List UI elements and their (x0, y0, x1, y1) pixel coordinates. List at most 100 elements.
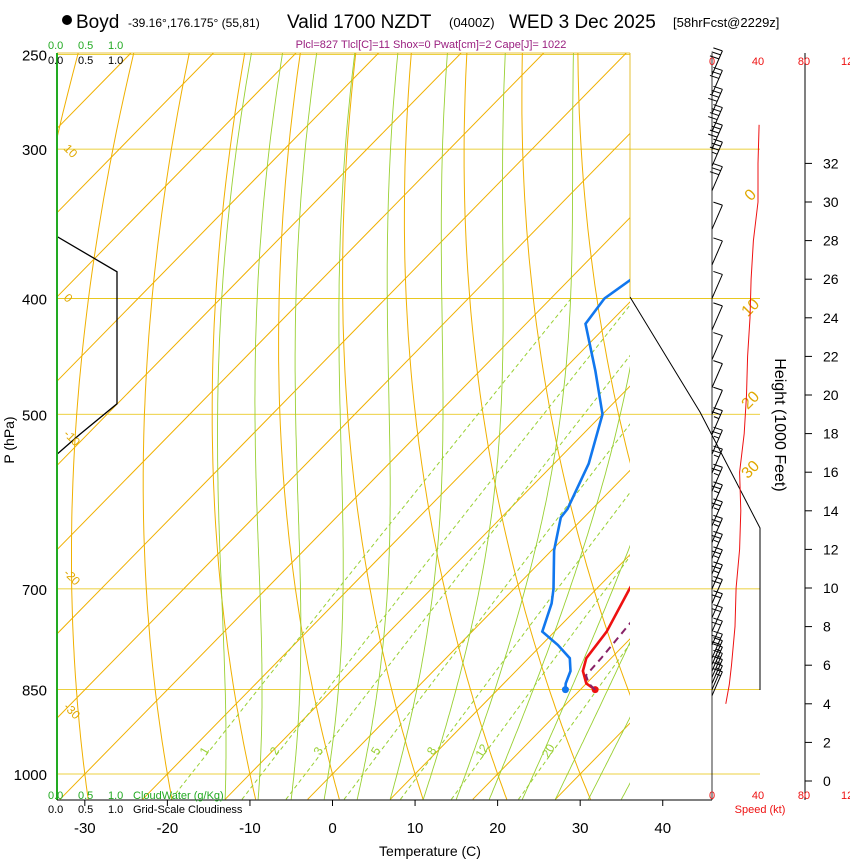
isotherm-label: 30 (739, 458, 764, 483)
x-tick-label: -10 (239, 820, 261, 837)
wind-barb (708, 121, 723, 150)
valid-utc: (0400Z) (449, 15, 495, 30)
mixing-ratio-label: 12 (473, 741, 492, 760)
valid-date: WED 3 Dec 2025 (509, 12, 656, 33)
height-tick-label: 2 (823, 734, 831, 750)
x-tick-label: 20 (489, 820, 506, 837)
moist-adiabat-line (254, 53, 284, 800)
isotherm-line (57, 132, 630, 719)
height-tick-label: 28 (823, 233, 839, 249)
wind-barb (711, 481, 723, 510)
mixing-ratio-line (343, 423, 630, 800)
wind-barb (711, 530, 723, 559)
wind-speed-profile (725, 124, 760, 704)
wind-barb (709, 47, 723, 76)
right-panel (629, 53, 806, 800)
mixing-ratio-label: 5 (368, 744, 384, 757)
x-axis-label: Temperature (C) (379, 843, 481, 859)
surface-dot-dewpoint (561, 686, 569, 694)
dry-adiabat-label: -30 (61, 700, 83, 722)
moist-adiabat-line (290, 53, 318, 800)
isotherm-line (57, 53, 297, 298)
height-tick-label: 26 (823, 271, 839, 287)
plot-frame (56, 52, 712, 801)
mixing-ratio-line (518, 643, 630, 800)
station-coords: -39.16°,176.175° (55,81) (128, 16, 260, 30)
height-tick-label: 22 (823, 348, 839, 364)
dry-adiabat-line (278, 53, 340, 800)
mixing-ratio-line (170, 298, 572, 800)
pressure-tick-label: 250 (22, 48, 47, 65)
y-axis-label: P (hPa) (1, 416, 17, 463)
run-info: [58hrFcst@2229z] (673, 15, 779, 30)
speed-tick-top-0: 0 (709, 56, 715, 68)
mixing-ratio-line (450, 555, 630, 800)
wind-barb (711, 617, 723, 646)
dry-adiabat-line (577, 53, 630, 464)
speed-tick-bottom-2: 80 (798, 790, 810, 802)
dry-adiabat-line (521, 53, 630, 697)
height-tick-label: 30 (823, 194, 839, 210)
cloudwater-tick-bottom-0: 0.0 (48, 790, 63, 802)
height-tick-label: 20 (823, 387, 839, 403)
mixing-ratio-label: 2 (267, 744, 283, 757)
height-tick-label: 16 (823, 464, 839, 480)
dry-adiabat-label: 10 (61, 141, 81, 161)
height-tick-label: 32 (823, 155, 839, 171)
isotherm-line (57, 53, 380, 382)
wind-barb (711, 270, 723, 299)
moist-adiabat-line (621, 782, 630, 800)
mixing-ratio-line (285, 354, 630, 800)
cloudwater-tick-top-0: 0.0 (48, 40, 63, 52)
isotherm-label: 20 (739, 388, 764, 413)
moist-adiabat-line (356, 53, 399, 800)
pressure-gridlines (57, 54, 760, 775)
cloudiness-tick-bottom-0: 0.0 (48, 804, 63, 816)
mixing-ratio-line (241, 304, 630, 800)
axis-labels: Temperature (C) P (hPa) Height (1000 Fee… (1, 358, 788, 859)
isotherm-line (224, 385, 630, 800)
wind-barb (711, 546, 723, 575)
speed-tick-bottom-1: 40 (752, 790, 764, 802)
isotherm-line (57, 53, 545, 551)
wind-barb (711, 237, 723, 266)
height-tick-label: 0 (823, 773, 831, 789)
cloudiness-tick-top-0: 0.0 (48, 55, 63, 67)
x-tick-label: 0 (328, 820, 336, 837)
cloud-water-profile (56, 54, 118, 455)
isotherm-line (638, 33, 850, 799)
isotherm-line (57, 53, 627, 635)
cloudwater-tick-top-1: 0.5 (78, 40, 93, 52)
wind-barb (711, 514, 723, 543)
wind-barb (709, 163, 723, 191)
pressure-axis-ticks: 250 300 400 500 700 850 1000 (14, 48, 47, 784)
wind-barb (711, 386, 723, 415)
speed-tick-top-3: 12 (841, 56, 850, 68)
speed-tick-top-2: 80 (798, 56, 810, 68)
moist-adiabat-line (217, 53, 252, 800)
wind-barb (708, 104, 723, 132)
pressure-tick-label: 300 (22, 142, 47, 159)
mixing-ratio-label: 3 (310, 744, 326, 757)
cloudwater-tick-top-2: 1.0 (108, 40, 123, 52)
dry-adiabat-line (142, 53, 190, 800)
sounding-traces (540, 278, 630, 694)
wind-speed-line (725, 124, 760, 704)
pressure-tick-label: 700 (22, 582, 47, 599)
moist-adiabat-line (488, 366, 630, 800)
speed-axis-label: Speed (kt) (735, 804, 786, 816)
cloudiness-tick-top-1: 0.5 (78, 55, 93, 67)
cloudwater-tick-bottom-1: 0.5 (78, 790, 93, 802)
wind-barbs (708, 47, 723, 696)
wind-barb (711, 360, 723, 388)
isotherm-line (389, 553, 630, 800)
speed-tick-bottom-0: 0 (709, 790, 715, 802)
x-tick-label: 30 (572, 820, 589, 837)
height-tick-label: 4 (823, 696, 831, 712)
header: Boyd -39.16°,176.175° (55,81) Valid 1700… (62, 12, 779, 51)
speed-tick-bottom-3: 12 (841, 790, 850, 802)
height-connector-line (629, 296, 761, 690)
station-name: Boyd (76, 12, 119, 33)
